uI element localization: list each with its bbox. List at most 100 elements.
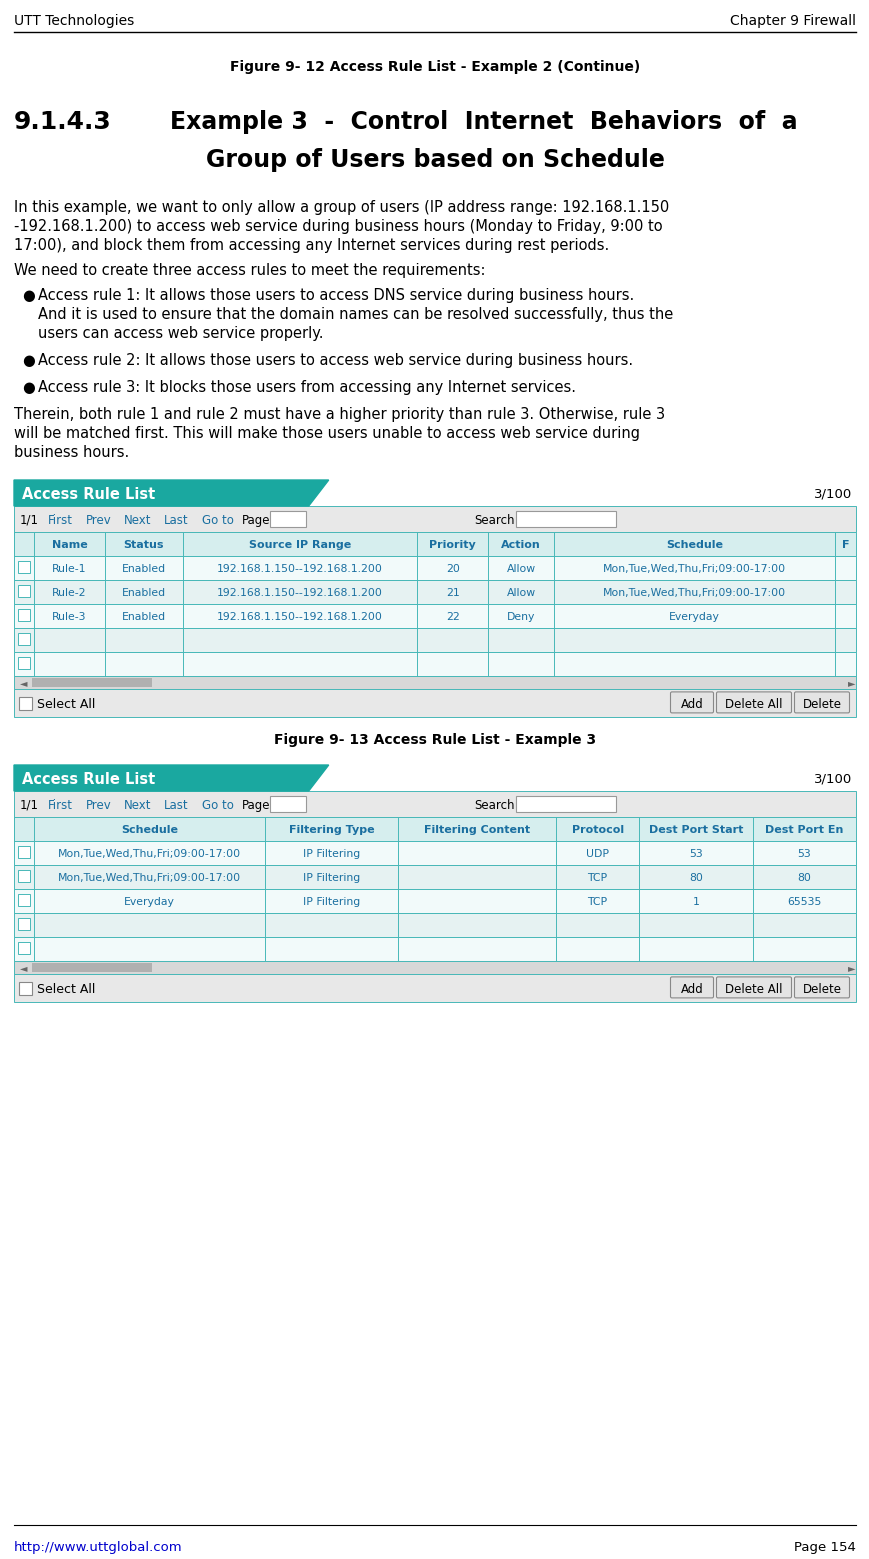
Text: Access rule 2: It allows those users to access web service during business hours: Access rule 2: It allows those users to … (38, 352, 633, 368)
Text: 65535: 65535 (786, 896, 820, 907)
Bar (269, 511, 306, 527)
Text: Prev: Prev (86, 798, 111, 812)
Bar (515, 511, 615, 527)
Text: ●: ● (22, 288, 35, 302)
Text: Mon,Tue,Wed,Thu,Fri;09:00-17:00: Mon,Tue,Wed,Thu,Fri;09:00-17:00 (602, 588, 786, 599)
Bar (14, 865, 855, 889)
Bar (32, 678, 152, 688)
Text: 80: 80 (797, 873, 810, 882)
Polygon shape (14, 765, 328, 790)
Bar (14, 580, 855, 603)
Text: Rule-2: Rule-2 (52, 588, 87, 599)
Text: We need to create three access rules to meet the requirements:: We need to create three access rules to … (14, 263, 485, 278)
Text: 53: 53 (797, 850, 810, 859)
Text: Example 3  -  Control  Internet  Behaviors  of  a: Example 3 - Control Internet Behaviors o… (169, 111, 797, 134)
Text: F: F (841, 539, 848, 550)
Text: Access rule 3: It blocks those users from accessing any Internet services.: Access rule 3: It blocks those users fro… (38, 380, 575, 394)
Text: Filtering Type: Filtering Type (289, 825, 375, 836)
Bar (14, 817, 855, 840)
Text: Figure 9- 12 Access Rule List - Example 2 (Continue): Figure 9- 12 Access Rule List - Example … (229, 59, 640, 73)
Text: Delete: Delete (801, 982, 840, 996)
Text: Dest Port En: Dest Port En (764, 825, 843, 836)
Text: Last: Last (164, 513, 189, 527)
Text: 1: 1 (692, 896, 699, 907)
Bar (14, 507, 855, 532)
Text: Status: Status (123, 539, 164, 550)
Bar (14, 840, 855, 865)
Bar (18, 610, 30, 622)
Text: Name: Name (51, 539, 87, 550)
Text: Add: Add (680, 697, 702, 711)
Bar (515, 797, 615, 812)
FancyBboxPatch shape (793, 692, 848, 712)
FancyBboxPatch shape (716, 977, 791, 998)
Text: 1/1: 1/1 (20, 513, 39, 527)
Text: Source IP Range: Source IP Range (249, 539, 351, 550)
Text: Access Rule List: Access Rule List (22, 772, 155, 786)
Text: Delete All: Delete All (725, 697, 782, 711)
Text: First: First (48, 513, 73, 527)
Text: Prev: Prev (86, 513, 111, 527)
Bar (32, 963, 152, 973)
Text: Delete: Delete (801, 697, 840, 711)
Text: 53: 53 (688, 850, 702, 859)
Text: will be matched first. This will make those users unable to access web service d: will be matched first. This will make th… (14, 426, 640, 441)
Text: Chapter 9 Firewall: Chapter 9 Firewall (729, 14, 855, 28)
Text: Search: Search (474, 798, 514, 812)
Text: http://www.uttglobal.com: http://www.uttglobal.com (14, 1540, 182, 1554)
Text: Select All: Select All (37, 982, 96, 996)
Text: Dest Port Start: Dest Port Start (648, 825, 742, 836)
Text: Everyday: Everyday (124, 896, 175, 907)
Text: Schedule: Schedule (666, 539, 722, 550)
FancyBboxPatch shape (670, 692, 713, 712)
Text: Allow: Allow (506, 564, 535, 574)
Bar (18, 895, 30, 906)
Text: 192.168.1.150--192.168.1.200: 192.168.1.150--192.168.1.200 (217, 613, 382, 622)
Text: Rule-3: Rule-3 (52, 613, 87, 622)
Text: ●: ● (22, 380, 35, 394)
Text: 3/100: 3/100 (813, 773, 851, 786)
Text: Last: Last (164, 798, 189, 812)
Text: ●: ● (22, 352, 35, 368)
Text: Protocol: Protocol (571, 825, 623, 836)
Text: Page: Page (242, 513, 270, 527)
Text: Access Rule List: Access Rule List (22, 486, 155, 502)
Text: ►: ► (847, 678, 854, 689)
Text: Enabled: Enabled (122, 613, 166, 622)
Text: 1/1: 1/1 (20, 798, 39, 812)
Text: Add: Add (680, 982, 702, 996)
Text: 9.1.4.3: 9.1.4.3 (14, 111, 111, 134)
Text: Next: Next (124, 798, 151, 812)
Text: Action: Action (501, 539, 541, 550)
Text: Next: Next (124, 513, 151, 527)
Text: Figure 9- 13 Access Rule List - Example 3: Figure 9- 13 Access Rule List - Example … (274, 733, 595, 747)
Bar (14, 889, 855, 914)
Text: 21: 21 (446, 588, 459, 599)
Text: 17:00), and block them from accessing any Internet services during rest periods.: 17:00), and block them from accessing an… (14, 239, 608, 253)
Bar (14, 677, 855, 689)
Text: Everyday: Everyday (668, 613, 720, 622)
Text: Go to: Go to (202, 798, 234, 812)
Text: Go to: Go to (202, 513, 234, 527)
Text: TCP: TCP (587, 896, 607, 907)
Bar (19, 982, 32, 995)
Text: ◄: ◄ (20, 963, 28, 973)
FancyBboxPatch shape (793, 977, 848, 998)
Bar (14, 914, 855, 937)
Bar (18, 561, 30, 574)
Bar (14, 532, 855, 557)
Text: Rule-1: Rule-1 (52, 564, 87, 574)
Text: Mon,Tue,Wed,Thu,Fri;09:00-17:00: Mon,Tue,Wed,Thu,Fri;09:00-17:00 (58, 850, 241, 859)
Text: Deny: Deny (507, 613, 534, 622)
Text: UDP: UDP (586, 850, 608, 859)
Bar (18, 847, 30, 859)
Bar (14, 652, 855, 677)
FancyBboxPatch shape (716, 692, 791, 712)
Bar (19, 697, 32, 711)
Text: business hours.: business hours. (14, 444, 129, 460)
Bar (18, 918, 30, 931)
Bar (18, 633, 30, 645)
Text: Schedule: Schedule (121, 825, 178, 836)
Text: ◄: ◄ (20, 678, 28, 689)
Bar (18, 870, 30, 882)
